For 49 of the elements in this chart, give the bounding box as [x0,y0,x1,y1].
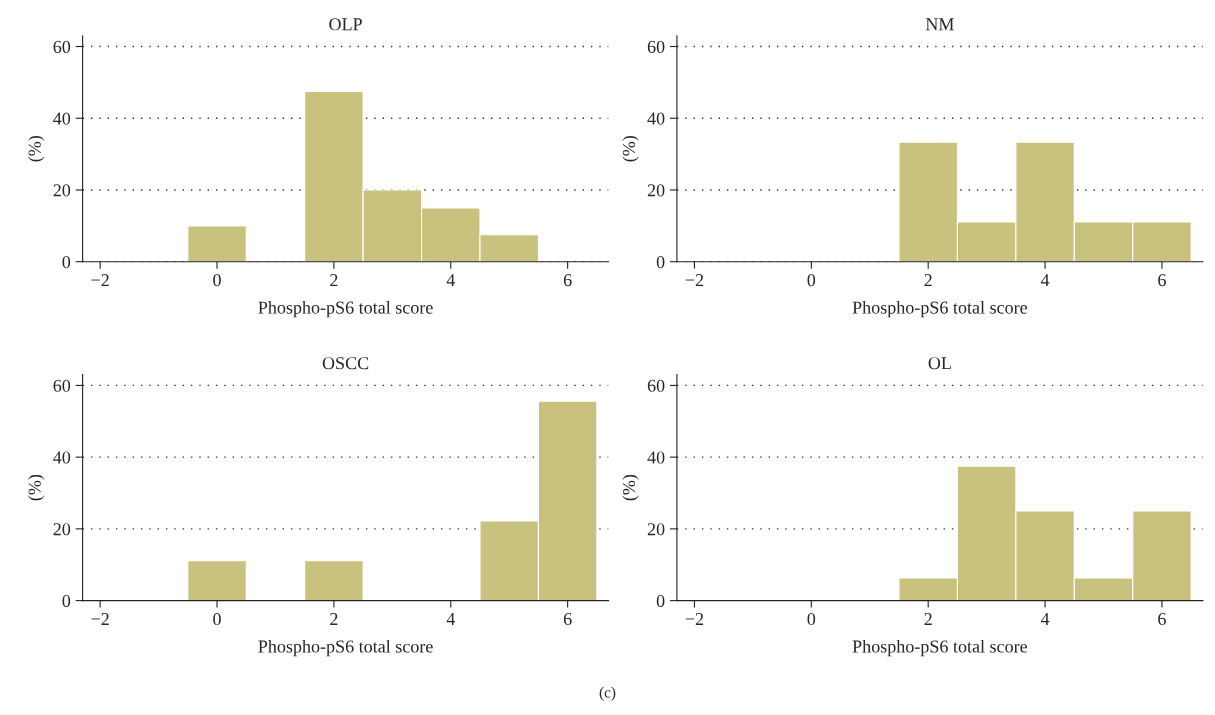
y-axis-title: (%) [622,135,639,162]
x-tick-label: 6 [563,612,572,626]
y-tick-label: 40 [53,451,71,464]
x-tick-label: 2 [330,612,338,625]
x-axis-title: Phospho-pS6 total score [852,639,1028,657]
y-tick-label: 60 [647,379,665,392]
x-tick-label: 6 [1158,612,1166,626]
chart-title: OSCC [322,357,369,370]
x-tick-label: 4 [446,274,455,287]
x-tick-label: 0 [213,274,221,287]
x-tick-label: −2 [685,274,704,287]
x-tick-label: −2 [685,612,704,625]
y-tick-label: 40 [647,451,665,464]
y-tick-label: 20 [53,523,71,536]
text: (c) [599,686,616,701]
y-tick-label: 0 [656,594,665,608]
y-axis-title: (%) [622,474,639,501]
y-axis-title: (%) [28,474,45,501]
y-tick-label: 0 [62,255,71,269]
x-tick-label: 0 [213,612,221,626]
y-tick-label: 60 [53,40,71,53]
x-tick-label: 6 [563,274,572,287]
x-tick-label: 2 [924,612,932,625]
y-tick-label: 60 [647,40,665,53]
x-tick-label: 2 [330,274,338,287]
y-axis-title: (%) [28,135,45,162]
x-tick-label: 2 [924,274,932,287]
x-tick-label: 4 [446,613,455,625]
x-axis-title: Phospho-pS6 total score [852,300,1028,318]
x-tick-label: −2 [91,274,109,287]
chart-title: OL [928,357,951,370]
chart-title: NM [925,18,954,31]
y-tick-label: 40 [647,112,665,125]
x-tick-label: 0 [807,274,816,287]
y-tick-label: 20 [53,184,71,197]
x-axis-title: Phospho-pS6 total score [258,639,433,657]
x-tick-label: 6 [1158,274,1166,287]
y-tick-label: 20 [647,523,665,536]
chart-title: OLP [329,18,362,31]
x-tick-label: 0 [807,612,816,626]
x-tick-label: −2 [91,612,109,625]
x-axis-title: Phospho-pS6 total score [258,300,433,318]
y-tick-label: 60 [53,379,71,392]
x-tick-label: 4 [1040,613,1050,625]
y-tick-label: 20 [647,184,665,197]
y-tick-label: 0 [62,594,71,608]
y-tick-label: 0 [656,255,665,269]
y-tick-label: 40 [53,112,71,125]
x-tick-label: 4 [1040,274,1050,287]
